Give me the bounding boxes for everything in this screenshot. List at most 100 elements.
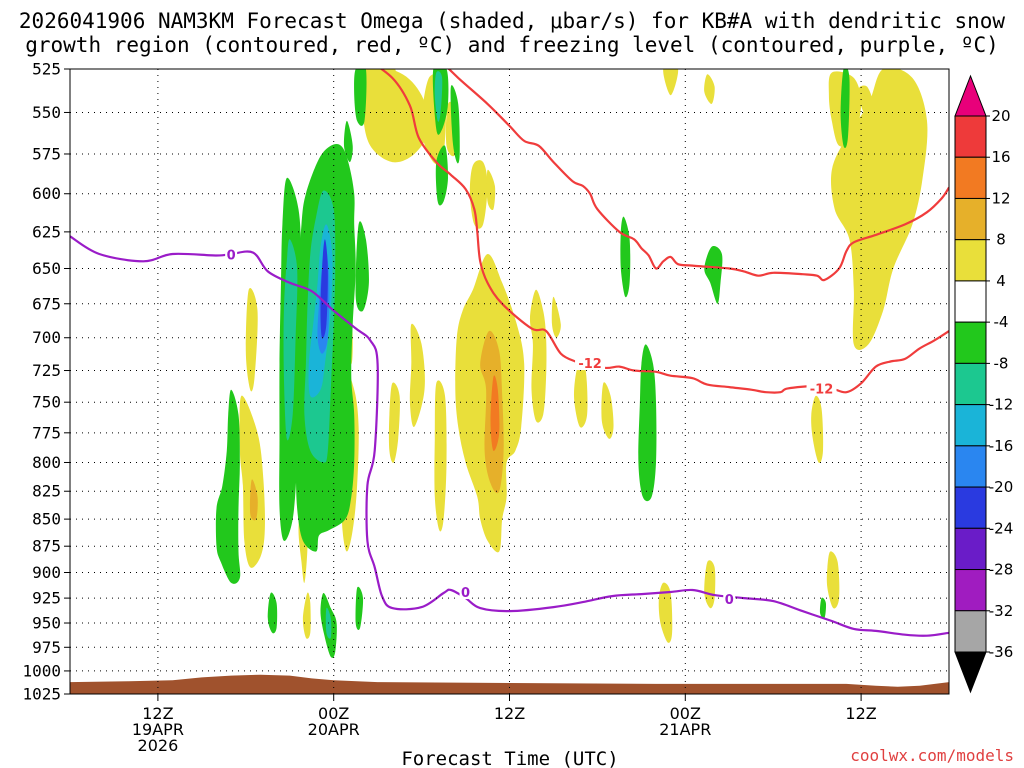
omega-region-15 (409, 323, 425, 427)
colorbar-bin-8 (954, 404, 987, 447)
omega-region-20 (245, 287, 258, 392)
omega-region-39 (283, 239, 298, 441)
y-tick-label-525: 525 (32, 60, 61, 79)
colorbar-bin-9 (954, 445, 987, 488)
omega-region-53 (355, 586, 364, 630)
omega-shading (215, 69, 928, 658)
omega-region-56 (819, 597, 827, 619)
x-tick-label-30-0: 12Z (494, 704, 525, 723)
colorbar-bin-5 (954, 280, 987, 323)
dgz-label-1: -12 (810, 383, 834, 398)
freezing-level-label-2: 0 (725, 593, 734, 608)
chart-title-line1: 2026041906 NAM3KM Forecast Omega (shaded… (19, 9, 1006, 33)
colorbar-bin-12 (954, 569, 987, 612)
omega-region-49 (638, 344, 657, 502)
y-tick-label-975: 975 (32, 638, 61, 657)
colorbar-bin-1 (954, 115, 987, 158)
omega-region-41 (450, 85, 460, 164)
colorbar-label-10: -24 (989, 519, 1014, 537)
colorbar-top-arrow (954, 74, 987, 117)
contour-labels: 0 0 0 -12 -12 (225, 247, 837, 608)
colorbar-label-7: -12 (989, 396, 1014, 414)
freezing-level-label-1: 0 (461, 586, 470, 601)
x-tick-label-54-0: 12Z (845, 704, 876, 723)
omega-region-46 (355, 221, 369, 312)
omega-region-4 (831, 69, 928, 350)
freezing-level-line (70, 235, 949, 637)
omega-region-5 (361, 69, 430, 163)
colorbar-label-11: -28 (989, 561, 1014, 579)
omega-region-12 (490, 375, 500, 451)
colorbar-bin-7 (954, 362, 987, 406)
omega-region-43 (434, 71, 443, 122)
omega-region-1 (704, 74, 715, 104)
colorbar-label-8: -16 (989, 437, 1014, 455)
y-tick-label-1025: 1025 (22, 685, 61, 704)
colorbar: 20 16 12 8 4 -4 -8 -12 -16 -20 -24 -28 -32 -36 (954, 74, 1014, 694)
y-tick-label-775: 775 (32, 423, 61, 442)
terrain-fill (70, 674, 949, 694)
dgz-label-0: -12 (578, 357, 602, 372)
x-tick-label-42-0: 00Z (670, 704, 701, 723)
omega-region-17 (434, 380, 447, 532)
omega-region-0 (663, 69, 679, 96)
y-tick-label-875: 875 (32, 537, 61, 556)
colorbar-bin-6 (954, 321, 987, 364)
dgz-line-lower (447, 69, 949, 282)
colorbar-label-6: -8 (994, 354, 1009, 372)
omega-region-28 (658, 582, 673, 643)
colorbar-label-9: -20 (989, 478, 1014, 496)
colorbar-bin-11 (954, 527, 987, 571)
omega-region-37 (320, 239, 328, 339)
y-tick-label-900: 900 (32, 563, 61, 582)
dgz-line-upper (379, 69, 576, 363)
y-tick-label-700: 700 (32, 328, 61, 347)
omega-region-16 (388, 382, 400, 463)
y-tick-label-825: 825 (32, 482, 61, 501)
y-tick-label-750: 750 (32, 393, 61, 412)
y-tick-label-925: 925 (32, 589, 61, 608)
chart-title-line2: growth region (contoured, red, ºC) and f… (25, 33, 999, 57)
freezing-level-label-0: 0 (227, 248, 236, 263)
colorbar-label-0: 20 (991, 107, 1010, 125)
omega-region-13 (529, 289, 547, 423)
omega-region-22 (249, 479, 258, 521)
x-tick-label-18-1: 20APR (308, 720, 360, 739)
y-tick-label-1000: 1000 (22, 661, 61, 680)
x-tick-label-6-0: 12Z (142, 704, 173, 723)
colorbar-label-13: -36 (989, 643, 1014, 661)
dgz-line-lower2 (575, 330, 949, 394)
omega-region-14 (551, 296, 561, 338)
colorbar-bin-13 (954, 610, 987, 653)
y-tick-label-850: 850 (32, 510, 61, 529)
y-tick-label-800: 800 (32, 453, 61, 472)
x-tick-label-18-0: 00Z (318, 704, 349, 723)
omega-region-55 (840, 69, 850, 149)
omega-region-45 (354, 69, 367, 126)
omega-region-47 (215, 389, 241, 584)
freezing-label-bg-1 (459, 585, 472, 600)
omega-region-44 (435, 145, 449, 206)
colorbar-bin-2 (954, 156, 987, 199)
dgz-label-bg-1 (806, 381, 837, 396)
colorbar-label-1: 16 (991, 148, 1010, 166)
x-tick-label-6-2: 2026 (138, 736, 179, 755)
colorbar-bin-4 (954, 239, 987, 282)
x-axis-title: Forecast Time (UTC) (401, 748, 618, 768)
terrain (70, 674, 949, 694)
y-axis: 525 550 575 600 625 650 675 700 725 750 775 800 825 8… (22, 60, 70, 704)
omega-region-40 (343, 120, 353, 163)
omega-region-50 (704, 245, 723, 304)
y-tick-label-675: 675 (32, 294, 61, 313)
y-tick-label-575: 575 (32, 144, 61, 163)
freezing-label-bg-0 (225, 247, 238, 262)
omega-region-19 (601, 382, 614, 439)
colorbar-label-2: 12 (991, 189, 1010, 207)
credit-text: coolwx.com/models (850, 746, 1014, 765)
colorbar-label-5: -4 (994, 313, 1009, 331)
omega-region-32 (486, 169, 496, 211)
omega-region-31 (826, 551, 840, 609)
dgz-label-bg-0 (575, 356, 606, 371)
